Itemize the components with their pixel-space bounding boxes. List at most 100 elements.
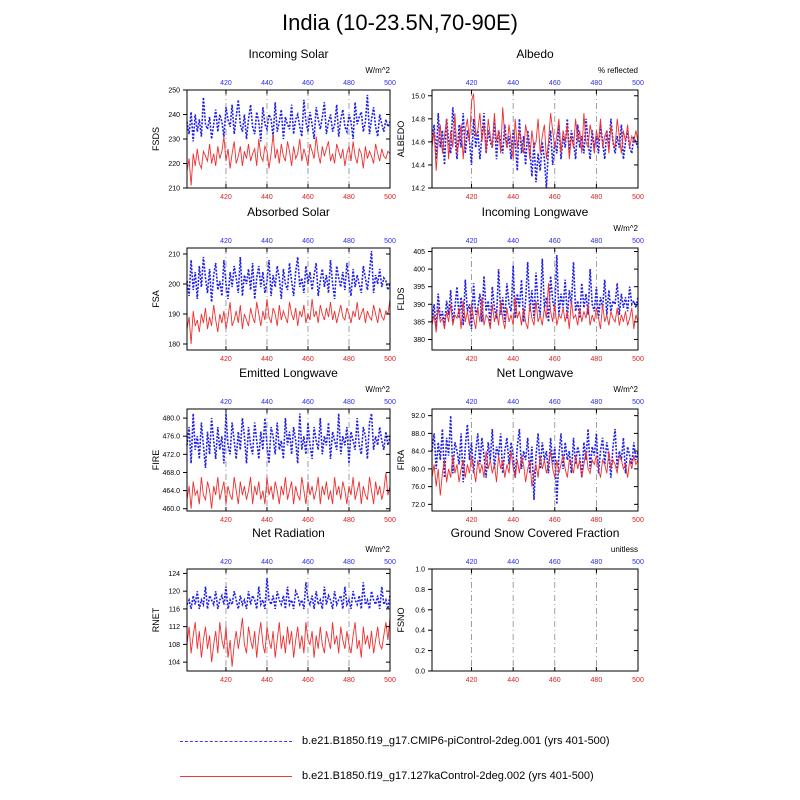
x-tick-label-top: 500 [632, 80, 644, 87]
x-tick-label-top: 500 [632, 238, 644, 245]
x-tick-label-top: 460 [302, 399, 314, 406]
y-tick-label: 120 [168, 589, 180, 596]
plot-frame [186, 89, 391, 189]
y-tick-label: 472.0 [162, 452, 180, 459]
x-tick-label-bottom: 480 [343, 194, 355, 201]
legend-label-picontrol: b.e21.B1850.f19_g17.CMIP6-piControl-2deg… [302, 735, 610, 747]
y-tick-label: 390 [413, 302, 425, 309]
series-line-127ka [186, 134, 391, 186]
x-tick-label-bottom: 420 [466, 517, 478, 524]
x-tick-label-top: 420 [220, 399, 232, 406]
x-tick-label-bottom: 420 [220, 677, 232, 684]
x-tick-label-top: 460 [549, 238, 561, 245]
panel-units: % reflected [598, 66, 638, 75]
y-axis-label: RNET [151, 607, 161, 632]
panel-units: W/m^2 [613, 224, 638, 233]
panel-fsno: 0.0 0.2 0.4 0.6 0.8 1.0 420 440 460 480 500 420 440 4… [396, 526, 644, 684]
x-tick-label-bottom: 500 [384, 677, 396, 684]
y-tick-label: 124 [168, 571, 180, 578]
y-tick-label: 400 [413, 267, 425, 274]
x-tick-label-bottom: 500 [632, 517, 644, 524]
series-line-127ka [431, 283, 639, 333]
legend-line-solid [180, 776, 292, 777]
panel-units: W/m^2 [365, 545, 390, 554]
x-tick-label-top: 500 [632, 399, 644, 406]
y-tick-label: 476.0 [162, 434, 180, 441]
x-tick-label-bottom: 460 [549, 356, 561, 363]
x-tick-label-bottom: 440 [261, 194, 273, 201]
y-tick-label: 14.6 [411, 139, 425, 146]
panel-title: Absorbed Solar [247, 205, 330, 219]
x-tick-label-bottom: 420 [466, 677, 478, 684]
series-line-picontrol [186, 413, 391, 468]
series-line-127ka [431, 451, 639, 496]
plot-frame [431, 568, 639, 672]
x-tick-label-bottom: 500 [632, 356, 644, 363]
x-tick-label-bottom: 480 [343, 517, 355, 524]
y-tick-label: 88.0 [411, 431, 425, 438]
panel-title: Incoming Solar [248, 47, 328, 61]
x-tick-label-top: 440 [507, 238, 519, 245]
y-axis-label: FIRA [396, 450, 406, 471]
x-tick-label-top: 420 [466, 80, 478, 87]
series-line-picontrol [186, 577, 391, 610]
panel-title: Net Radiation [252, 526, 325, 540]
series-line-127ka [186, 298, 391, 345]
x-tick-label-bottom: 440 [261, 356, 273, 363]
y-tick-label: 112 [169, 624, 180, 631]
x-tick-label-bottom: 440 [507, 356, 519, 363]
panel-units: W/m^2 [365, 385, 390, 394]
legend-line-dashed [180, 741, 292, 742]
panel-units: W/m^2 [365, 66, 390, 75]
x-tick-label-bottom: 420 [220, 194, 232, 201]
x-tick-label-top: 480 [343, 559, 355, 566]
x-tick-label-top: 420 [466, 399, 478, 406]
panel-flds: 380 385 390 395 400 405 420 440 460 480 500 420 440 4… [396, 205, 644, 363]
x-tick-label-bottom: 460 [302, 356, 314, 363]
y-tick-label: 72.0 [411, 502, 425, 509]
series-line-picontrol [431, 107, 639, 189]
panel-rnet: 104 108 112 116 120 124 420 440 460 480 500 420 440 4… [151, 526, 396, 684]
x-tick-label-bottom: 480 [343, 677, 355, 684]
x-tick-label-top: 480 [343, 399, 355, 406]
y-tick-label: 405 [413, 249, 425, 256]
x-tick-label-bottom: 460 [549, 194, 561, 201]
plot-frame [431, 89, 639, 189]
y-tick-label: 210 [168, 186, 180, 193]
y-axis-label: FSA [151, 290, 161, 308]
panel-units: unitless [611, 545, 638, 554]
x-tick-label-bottom: 420 [466, 194, 478, 201]
y-tick-label: 250 [168, 88, 180, 95]
panel-title: Incoming Longwave [482, 205, 589, 219]
y-axis-label: FSNO [396, 607, 406, 632]
x-tick-label-top: 500 [384, 80, 396, 87]
y-tick-label: 84.0 [411, 449, 425, 456]
y-tick-label: 14.2 [411, 186, 425, 193]
x-tick-label-bottom: 460 [302, 677, 314, 684]
x-tick-label-bottom: 440 [507, 517, 519, 524]
x-tick-label-bottom: 480 [591, 194, 603, 201]
y-tick-label: 240 [168, 112, 180, 119]
x-tick-label-bottom: 500 [632, 677, 644, 684]
series-line-picontrol [431, 254, 639, 329]
x-tick-label-bottom: 480 [591, 517, 603, 524]
x-tick-label-top: 460 [549, 559, 561, 566]
panel-title: Albedo [516, 47, 554, 61]
y-tick-label: 200 [168, 282, 180, 289]
y-tick-label: 464.0 [162, 488, 180, 495]
x-tick-label-top: 500 [632, 559, 644, 566]
x-tick-label-top: 460 [302, 238, 314, 245]
x-tick-label-top: 420 [466, 238, 478, 245]
x-tick-label-bottom: 420 [220, 517, 232, 524]
x-tick-label-bottom: 420 [220, 356, 232, 363]
panel-fire: 460.0 464.0 468.0 472.0 476.0 480.0 420 440 460 4… [151, 366, 396, 524]
y-tick-label: 76.0 [411, 484, 425, 491]
x-tick-label-top: 440 [507, 80, 519, 87]
y-tick-label: 14.4 [411, 162, 425, 169]
x-tick-label-top: 440 [507, 399, 519, 406]
y-tick-label: 0.4 [415, 628, 425, 635]
x-tick-label-top: 440 [261, 399, 273, 406]
y-tick-label: 380 [413, 337, 425, 344]
panel-title: Emitted Longwave [239, 366, 338, 380]
